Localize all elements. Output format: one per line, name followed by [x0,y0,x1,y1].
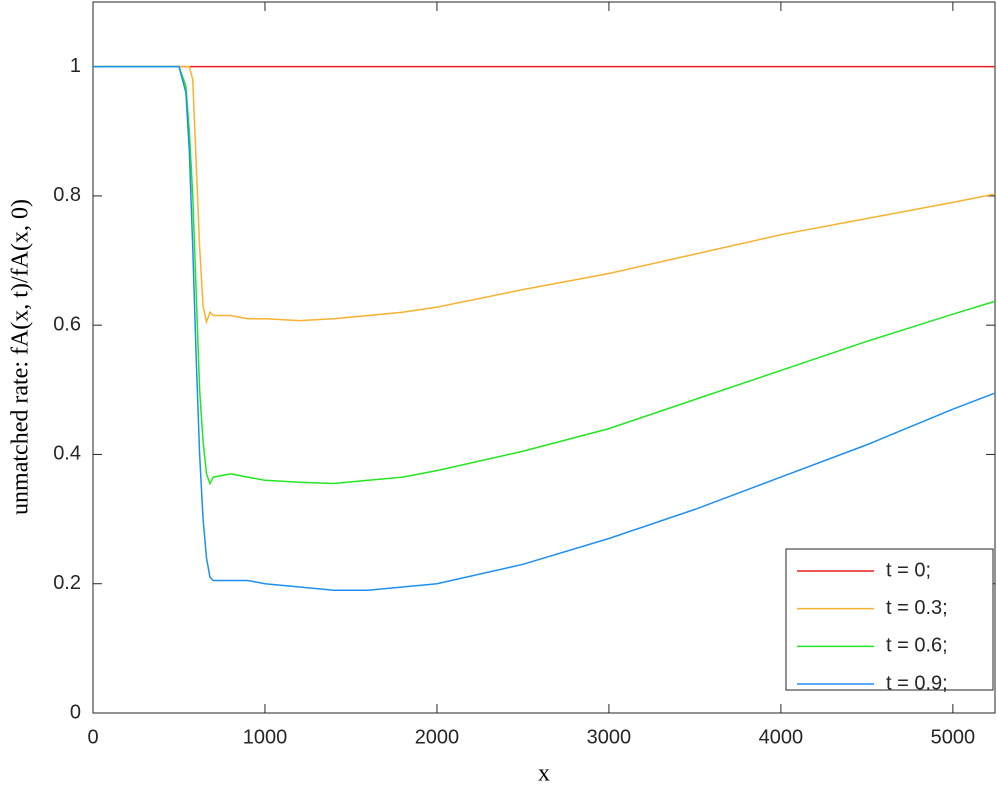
x-tick-label: 1000 [243,726,288,748]
x-tick-label: 5000 [931,726,976,748]
x-tick-label: 3000 [587,726,632,748]
x-axis-label: x [538,761,550,787]
y-tick-label: 1 [70,55,81,77]
legend-label: t = 0.3; [886,597,948,619]
x-tick-label: 4000 [759,726,804,748]
data-line [93,65,996,591]
data-line [93,65,996,325]
legend-label: t = 0.6; [886,635,948,657]
y-tick-label: 0.2 [53,572,81,594]
legend-label: t = 0.9; [886,672,948,694]
legend-label: t = 0; [886,559,931,581]
y-tick-label: 0.4 [53,443,81,465]
x-tick-label: 2000 [415,726,460,748]
data-line [93,65,996,486]
y-tick-label: 0 [70,701,81,723]
y-tick-label: 0.8 [53,184,81,206]
x-tick-label: 0 [87,726,98,748]
y-tick-label: 0.6 [53,313,81,335]
legend-box [785,548,994,691]
y-axis-label: unmatched rate: fA(x, t)/fA(x, 0) [8,199,34,515]
